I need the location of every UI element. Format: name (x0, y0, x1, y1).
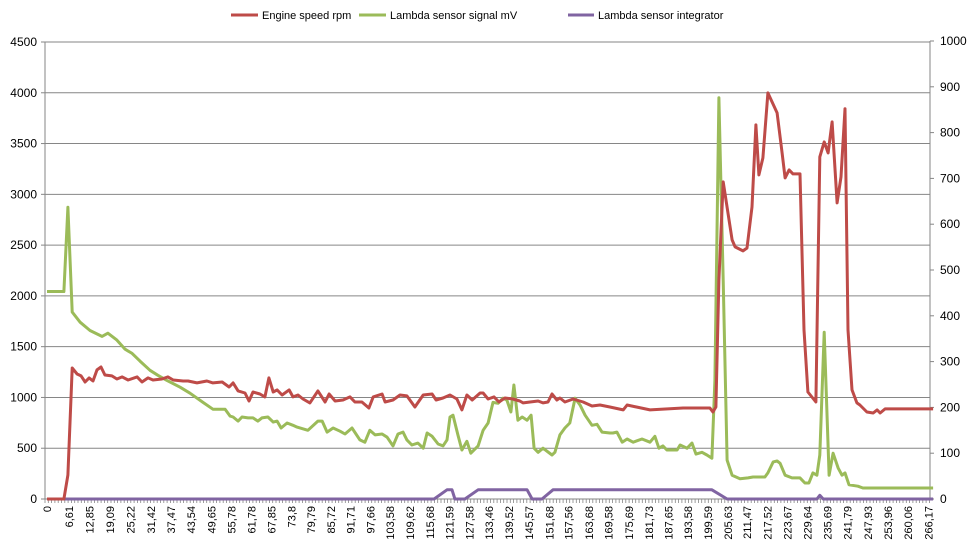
x-tick-label: 175,69 (624, 506, 636, 540)
x-tick-label: 247,93 (863, 506, 875, 540)
x-tick-label: 235,69 (822, 506, 834, 540)
x-tick-label: 0 (42, 506, 54, 512)
x-tick-label: 229,64 (802, 506, 814, 540)
y-left-tick-label: 1500 (10, 340, 37, 354)
axes (41, 40, 934, 503)
y-left-tick-label: 500 (17, 441, 37, 455)
y-left-tick-label: 2000 (10, 289, 37, 303)
x-tick-label: 193,58 (683, 506, 695, 540)
x-tick-label: 73,8 (286, 506, 298, 527)
y-left-tick-label: 3500 (10, 137, 37, 151)
x-tick-label: 31,42 (146, 506, 158, 534)
x-tick-label: 115,68 (425, 506, 437, 539)
series-lines (47, 91, 934, 501)
x-tick-label: 61,78 (247, 506, 259, 534)
y-right-tick-label: 900 (940, 80, 960, 94)
x-tick-label: 260,06 (903, 506, 915, 540)
x-tick-label: 157,56 (564, 506, 576, 540)
x-tick-label: 266,17 (923, 506, 935, 540)
x-tick-label: 103,58 (385, 506, 397, 540)
y-right-tick-label: 700 (940, 171, 960, 185)
legend-label-lambda-integrator: Lambda sensor integrator (598, 10, 724, 22)
x-tick-label: 199,59 (703, 506, 715, 540)
x-tick-label: 253,96 (883, 506, 895, 540)
x-tick-label: 133,46 (484, 506, 496, 540)
y-right-tick-label: 800 (940, 126, 960, 140)
y-left-tick-label: 4000 (10, 86, 37, 100)
x-tick-label: 169,58 (604, 506, 616, 540)
y-left-tick-label: 1000 (10, 390, 37, 404)
x-tick-label: 223,67 (783, 506, 795, 540)
legend-label-lambda-signal: Lambda sensor signal mV (390, 10, 518, 22)
x-tick-label: 97,66 (365, 506, 377, 534)
gridlines (45, 41, 930, 449)
y-right-tick-label: 1000 (940, 34, 967, 48)
y-left-tick-label: 0 (30, 492, 37, 506)
y-left-tick-label: 2500 (10, 238, 37, 252)
y-right-tick-label: 500 (940, 263, 960, 277)
left-y-axis-labels: 0 500 1000 1500 2000 2500 3000 3500 4000 4500 (10, 35, 37, 506)
y-right-tick-label: 200 (940, 400, 960, 414)
x-tick-label: 37,47 (166, 506, 178, 534)
x-tick-label: 79,79 (306, 506, 318, 534)
x-tick-label: 241,79 (843, 506, 855, 540)
x-tick-label: 205,63 (723, 506, 735, 540)
x-tick-label: 217,52 (762, 506, 774, 540)
x-tick-label: 67,85 (267, 506, 279, 534)
x-tick-label: 145,57 (524, 506, 536, 540)
lambda-integrator-line (47, 488, 934, 501)
right-y-axis-labels: 0 100 200 300 400 500 600 700 800 900 1000 (940, 34, 967, 506)
x-tick-label: 43,54 (186, 506, 198, 534)
x-tick-label: 19,09 (105, 506, 117, 534)
y-left-tick-label: 4500 (10, 35, 37, 49)
lambda-signal-line (47, 96, 934, 490)
x-tick-label: 121,59 (445, 506, 457, 540)
x-tick-label: 12,85 (85, 506, 97, 534)
engine-speed-line (47, 91, 934, 501)
x-tick-label: 25,22 (126, 506, 138, 534)
legend: Engine speed rpm Lambda sensor signal mV… (231, 10, 724, 22)
x-tick-label: 55,78 (227, 506, 239, 534)
x-tick-label: 151,68 (544, 506, 556, 540)
x-tick-label: 139,52 (504, 506, 516, 540)
y-right-tick-label: 0 (940, 492, 947, 506)
x-tick-label: 127,58 (464, 506, 476, 540)
x-tick-label: 211,47 (742, 506, 754, 539)
y-left-tick-label: 3000 (10, 187, 37, 201)
y-right-tick-label: 600 (940, 217, 960, 231)
y-right-tick-label: 400 (940, 309, 960, 323)
y-right-tick-label: 300 (940, 355, 960, 369)
x-tick-label: 187,65 (663, 506, 675, 540)
y-right-tick-label: 100 (940, 446, 960, 460)
x-tick-label: 6,61 (64, 506, 76, 527)
x-tick-label: 181,73 (644, 506, 656, 540)
x-tick-label: 109,62 (405, 506, 417, 540)
x-tick-label: 85,72 (326, 506, 338, 534)
x-tick-label: 163,68 (584, 506, 596, 540)
x-axis-labels: 0 6,61 12,85 19,09 25,22 31,42 37,47 43,54 49,65… (42, 506, 935, 540)
legend-label-engine-speed: Engine speed rpm (262, 10, 351, 22)
x-tick-label: 49,65 (206, 506, 218, 534)
x-tick-label: 91,71 (346, 506, 358, 534)
